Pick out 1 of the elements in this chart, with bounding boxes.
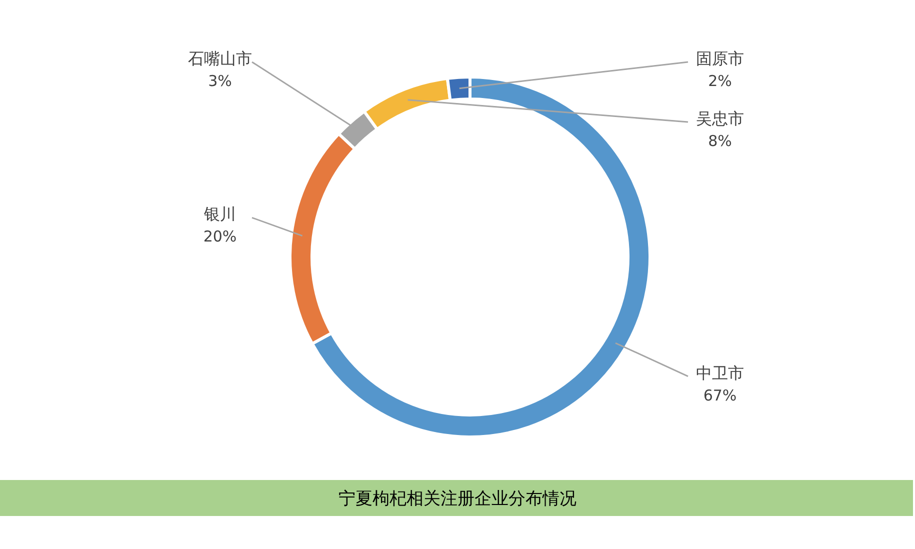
text: 宁夏枸杞相关注册企业分布情况: [338, 489, 576, 509]
